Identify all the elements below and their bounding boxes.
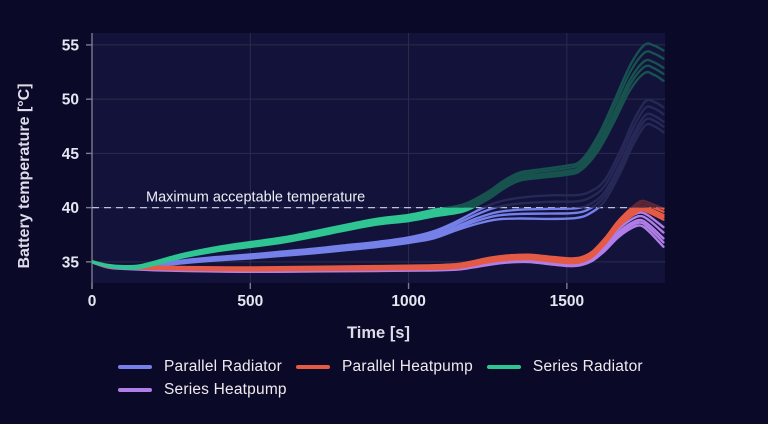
series-curves [92, 42, 665, 274]
legend-item-series-heatpump[interactable]: Series Heatpump [118, 381, 287, 399]
legend-swatch-series-radiator [486, 365, 521, 369]
y-tick-label: 50 [62, 92, 79, 109]
series-series-radiator-line-above-limit [461, 58, 665, 208]
series-parallel-radiator-line-above-limit [596, 122, 665, 208]
legend-label: Series Heatpump [164, 381, 287, 398]
series-series-radiator-line-above-limit [465, 64, 665, 208]
series-parallel-heatpump [92, 199, 665, 272]
series-series-radiator-line [92, 207, 455, 268]
series-parallel-radiator-line-above-limit [480, 98, 665, 208]
legend-label: Series Radiator [532, 358, 643, 375]
series-parallel-radiator [92, 98, 665, 271]
x-tick-label: 1000 [391, 293, 425, 310]
series-series-radiator-line-above-limit [451, 50, 665, 208]
legend-item-parallel-radiator[interactable]: Parallel Radiator [118, 358, 282, 376]
legend-swatch-series-heatpump [118, 388, 152, 392]
series-parallel-radiator-line-above-limit [490, 105, 665, 208]
x-tick-label: 500 [237, 293, 263, 310]
legend-swatch-parallel-radiator [118, 365, 152, 369]
legend-item-series-radiator[interactable]: Series Radiator [486, 358, 643, 376]
legend-swatch-parallel-heatpump [296, 365, 330, 369]
legend-label: Parallel Radiator [164, 358, 282, 375]
x-axis-title: Time [s] [347, 324, 410, 342]
y-tick-label: 45 [62, 146, 80, 163]
series-parallel-radiator-line-above-limit [550, 112, 665, 208]
series-series-radiator-line-above-limit [439, 42, 665, 208]
x-tick-label: 0 [88, 293, 97, 310]
legend-label: Parallel Heatpump [342, 358, 473, 375]
battery-temperature-chart: 35 40 45 50 55 0 500 1000 1500 Time [s] Battery te… [16, 33, 665, 342]
series-series-radiator-line-above-limit [470, 70, 665, 208]
series-parallel-radiator-line-above-limit [589, 117, 665, 208]
y-tick-label: 55 [62, 37, 80, 54]
x-tick-label: 1500 [550, 293, 584, 310]
legend-row: Series Heatpump [118, 381, 758, 399]
legend-row: Parallel Radiator Parallel Heatpump Series… [118, 358, 758, 376]
y-tick-label: 40 [62, 200, 79, 217]
chart-legend: Parallel Radiator Parallel Heatpump Series… [118, 358, 758, 399]
legend-item-parallel-heatpump[interactable]: Parallel Heatpump [296, 358, 473, 376]
y-tick-label: 35 [62, 254, 80, 271]
series-series-radiator [92, 42, 665, 270]
y-axis-title: Battery temperature [°C] [16, 83, 33, 268]
max-temperature-label: Maximum acceptable temperature [146, 190, 365, 206]
series-parallel-heatpump-line [92, 207, 665, 269]
axes [86, 33, 568, 289]
